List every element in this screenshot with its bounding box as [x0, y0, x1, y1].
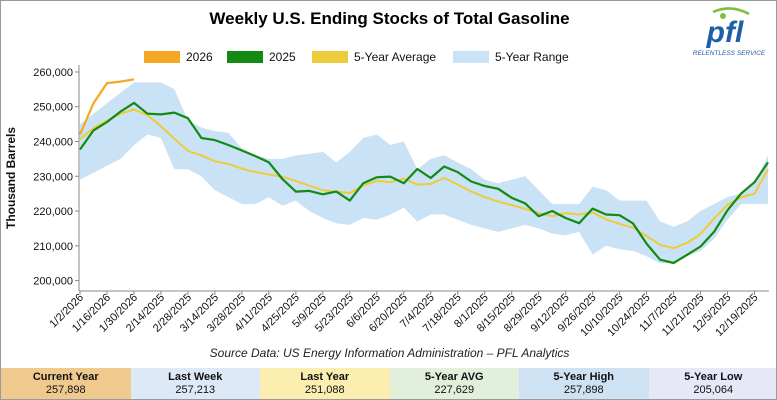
legend-swatch	[312, 51, 348, 63]
stat-current-year: Current Year 257,898	[1, 368, 131, 399]
legend-swatch	[144, 51, 180, 63]
stat-value: 257,898	[563, 384, 604, 396]
series-line-5-year-average	[79, 108, 769, 250]
stat-last-week: Last Week 257,213	[130, 368, 260, 399]
stat-value: 257,898	[45, 384, 86, 396]
series-line-2025	[79, 101, 769, 265]
logo-swoosh	[712, 7, 750, 19]
y-tick-label: 240,000	[33, 136, 73, 148]
legend-swatch	[453, 51, 489, 63]
series-line-2026	[78, 78, 135, 135]
logo-text: pfl	[706, 16, 744, 49]
legend-label: 5-Year Average	[354, 50, 436, 64]
stat-label: 5-Year High	[553, 371, 615, 383]
stat-label: Last Year	[300, 371, 350, 383]
stat-5-year-high: 5-Year High 257,898	[519, 368, 649, 399]
chart-title: Weekly U.S. Ending Stocks of Total Gasol…	[209, 9, 570, 28]
y-tick-label: 200,000	[33, 276, 73, 288]
y-axis-label: Thousand Barrels	[4, 127, 18, 229]
stat-label: 5-Year AVG	[424, 371, 484, 383]
chart-svg: 200,000 210,000 220,000 230,000 240,000 250,0…	[4, 50, 769, 339]
legend-label: 5-Year Range	[495, 50, 569, 64]
stat-last-year: Last Year 251,088	[260, 368, 390, 399]
stat-5-year-low: 5-Year Low 205,064	[648, 368, 776, 399]
stat-value: 205,064	[693, 384, 734, 396]
y-tick-label: 250,000	[33, 102, 73, 114]
y-tick-label: 220,000	[33, 206, 73, 218]
stat-value: 251,088	[304, 384, 345, 396]
legend-swatch	[227, 51, 263, 63]
y-tick-label: 210,000	[33, 241, 73, 253]
stat-value: 257,213	[175, 384, 216, 396]
stat-label: Current Year	[32, 371, 99, 383]
legend-label: 2025	[269, 50, 296, 64]
y-tick-label: 260,000	[33, 67, 73, 79]
stat-5-year-avg: 5-Year AVG 227,629	[389, 368, 519, 399]
y-tick-label: 230,000	[33, 171, 73, 183]
stats-bar: Current Year 257,898 Last Week 257,213 L…	[1, 368, 776, 399]
stat-label: Last Week	[168, 371, 223, 383]
legend-label: 2026	[186, 50, 213, 64]
source-note: Source Data: US Energy Information Admin…	[209, 346, 570, 360]
logo-tagline: RELENTLESS SERVICE	[693, 50, 766, 57]
stat-value: 227,629	[434, 384, 475, 396]
pfl-logo: pfl RELENTLESS SERVICE	[693, 7, 766, 57]
stat-label: 5-Year Low	[684, 371, 743, 383]
